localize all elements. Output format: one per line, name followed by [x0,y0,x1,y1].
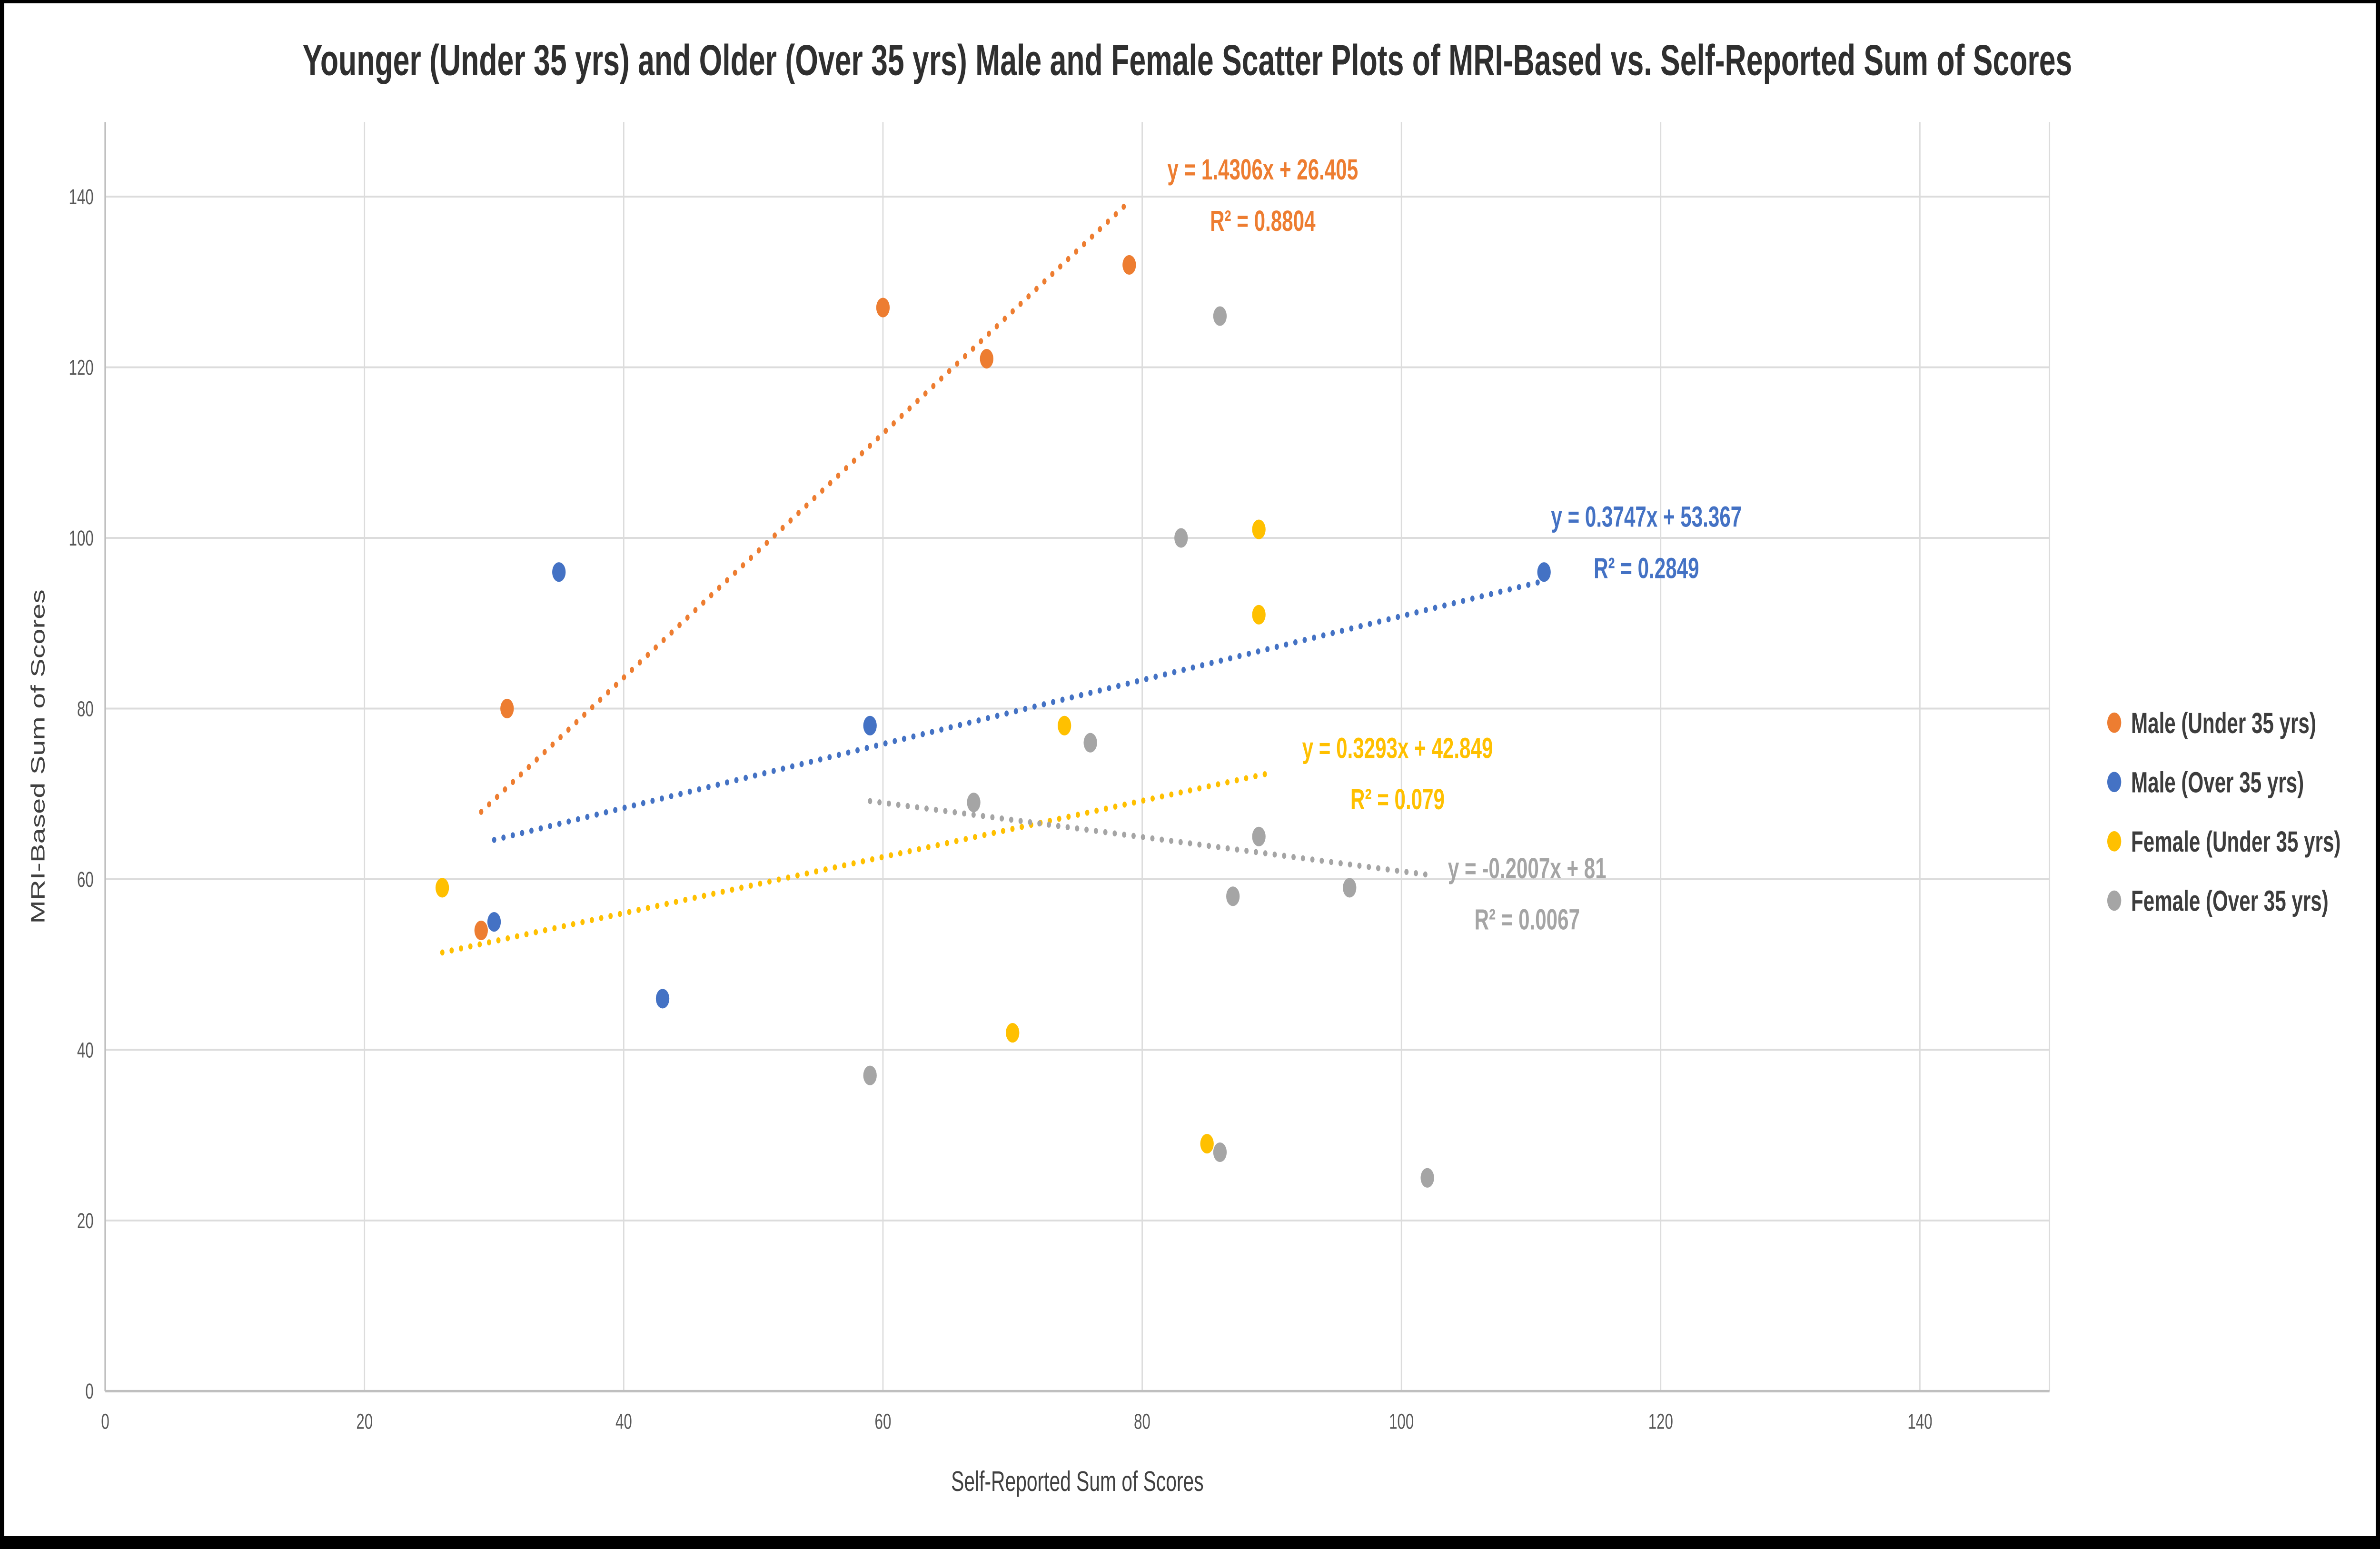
trendline-r2: R² = 0.0067 [1475,904,1580,936]
data-point [1343,878,1357,898]
trendline [440,769,1274,956]
trendline-r2: R² = 0.079 [1350,783,1445,816]
legend-marker [2107,772,2122,793]
data-point [655,989,670,1009]
legend-label: Male (Under 35 yrs) [2131,707,2316,740]
data-point [980,349,993,369]
y-tick-label: 60 [77,868,94,892]
x-tick-label: 120 [1648,1410,1673,1434]
data-point [1122,255,1136,275]
x-tick-label: 0 [101,1410,109,1434]
trendline-equation: y = -0.2007x + 81 [1448,852,1606,885]
data-point [863,715,877,735]
data-point [876,298,890,318]
legend-label: Male (Over 35 yrs) [2131,766,2304,799]
y-tick-label: 0 [85,1380,93,1404]
data-point [435,878,449,898]
data-point [1174,528,1188,548]
chart-title: Younger (Under 35 yrs) and Older (Over 3… [303,36,2073,85]
x-tick-label: 40 [615,1410,632,1434]
y-axis-title: MRI-Based Sum of Scores [27,589,49,923]
legend-marker [2107,712,2122,733]
trendline [492,578,1547,843]
data-point [1252,519,1266,539]
data-point [967,793,981,813]
y-tick-label: 140 [69,185,93,209]
x-tick-label: 80 [1134,1410,1150,1434]
legend-item: Female (Over 35 yrs) [2107,885,2329,918]
x-tick-label: 140 [1907,1410,1932,1434]
x-tick-label: 100 [1389,1410,1414,1434]
y-tick-label: 100 [69,526,93,550]
data-point [487,912,501,932]
scatter-chart: 0 20 40 60 80 100 120 140 0 20 40 60 80 100 120 140 y = … [27,36,2340,1497]
x-axis-title: Self-Reported Sum of Scores [951,1465,1203,1497]
data-point [1213,1142,1227,1162]
legend-marker [2107,890,2122,911]
data-point [863,1065,877,1085]
y-tick-label: 40 [77,1039,94,1062]
data-point [1537,562,1551,582]
data-point [474,920,488,941]
data-point [552,562,566,582]
data-point [1252,605,1266,625]
trendline-equation: y = 0.3747x + 53.367 [1551,501,1742,534]
y-tick-label: 20 [77,1209,94,1233]
data-point [500,698,514,719]
data-point [1200,1134,1214,1154]
trendline-equation: y = 0.3293x + 42.849 [1302,732,1493,765]
x-tick-label: 60 [875,1410,892,1434]
data-point [1006,1023,1020,1043]
legend-item: Male (Under 35 yrs) [2107,707,2316,740]
trendline-r2: R² = 0.8804 [1210,205,1315,238]
data-point [1058,715,1071,735]
legend-item: Male (Over 35 yrs) [2107,766,2304,799]
data-point [1083,733,1097,753]
legend-item: Female (Under 35 yrs) [2107,825,2340,858]
data-point [1420,1168,1434,1188]
trendline-equation: y = 1.4306x + 26.405 [1167,153,1358,186]
data-point [1252,826,1266,846]
trendline [479,199,1131,815]
legend-label: Female (Over 35 yrs) [2131,885,2329,918]
legend: Male (Under 35 yrs) Male (Over 35 yrs) Fem… [2107,707,2340,918]
x-tick-label: 20 [356,1410,373,1434]
y-tick-label: 80 [77,697,94,721]
data-point [1226,886,1240,906]
trendline [868,798,1429,878]
data-point [1213,306,1227,326]
trendline-r2: R² = 0.2849 [1594,552,1699,585]
legend-marker [2107,831,2122,852]
legend-label: Female (Under 35 yrs) [2131,825,2340,858]
y-tick-label: 120 [69,356,93,380]
